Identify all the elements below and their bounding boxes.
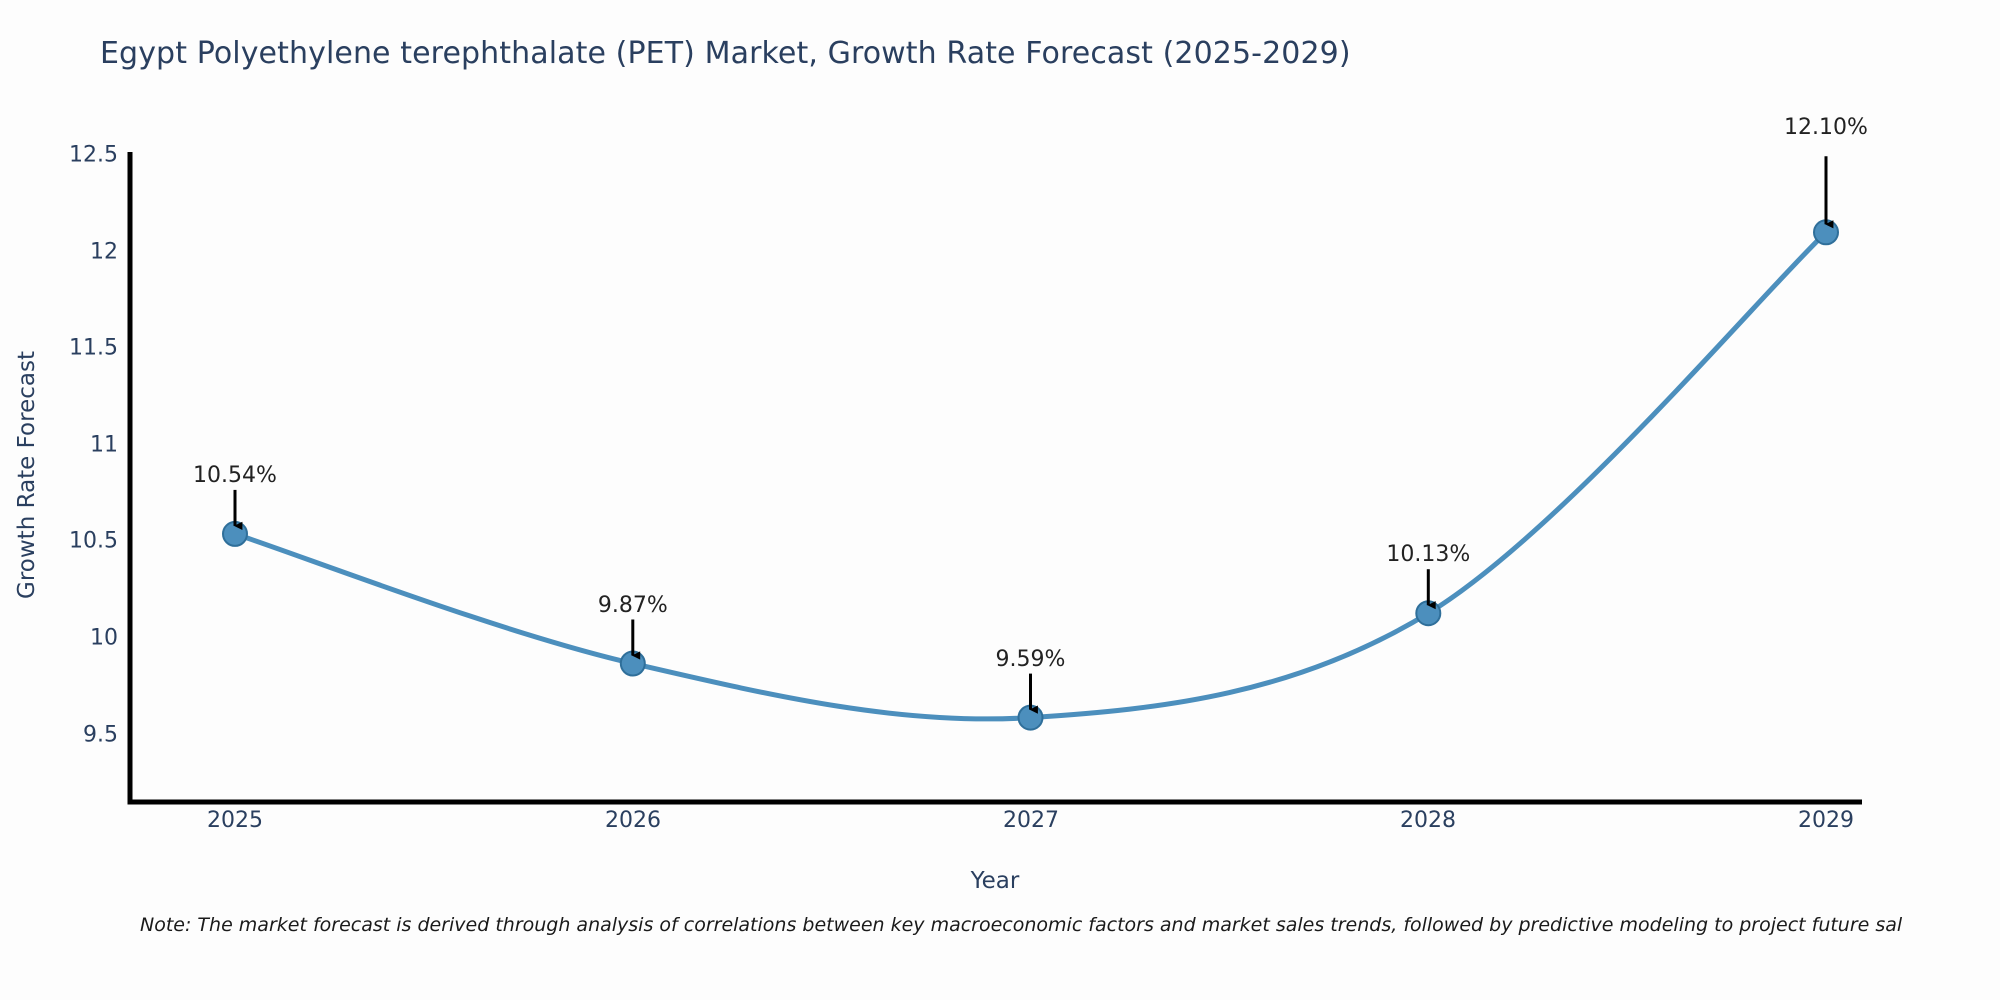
axis-spines xyxy=(127,152,1862,805)
y-tick-label: 12 xyxy=(90,239,118,265)
y-tick-label: 12.5 xyxy=(69,142,118,168)
x-axis-title-text: Year xyxy=(970,868,1020,894)
x-tick-label: 2028 xyxy=(1400,808,1456,833)
x-tick-label: 2026 xyxy=(605,808,661,833)
y-tick-label: 10 xyxy=(90,625,118,651)
data-point-label: 12.10% xyxy=(1784,115,1868,141)
data-point-label: 10.13% xyxy=(1386,542,1471,568)
data-point-label: 9.59% xyxy=(995,646,1066,672)
y-tick-label: 10.5 xyxy=(69,528,118,554)
y-tick-label: 11.5 xyxy=(69,335,118,361)
y-tick-label: 9.5 xyxy=(83,722,118,748)
x-tick-label: 2029 xyxy=(1798,808,1854,833)
x-axis-title: Year xyxy=(0,868,2000,894)
chart-title: Egypt Polyethylene terephthalate (PET) M… xyxy=(100,36,1351,71)
data-point-label: 10.54% xyxy=(193,462,277,488)
y-axis-tick-labels: 9.5 10 10.5 11 11.5 12 12.5 xyxy=(0,0,118,1000)
x-tick-label: 2027 xyxy=(1003,808,1059,833)
x-tick-label: 2025 xyxy=(207,808,263,833)
y-tick-label: 11 xyxy=(90,432,118,458)
data-point-label: 9.87% xyxy=(597,592,668,618)
chart-footnote: Note: The market forecast is derived thr… xyxy=(140,914,1903,936)
